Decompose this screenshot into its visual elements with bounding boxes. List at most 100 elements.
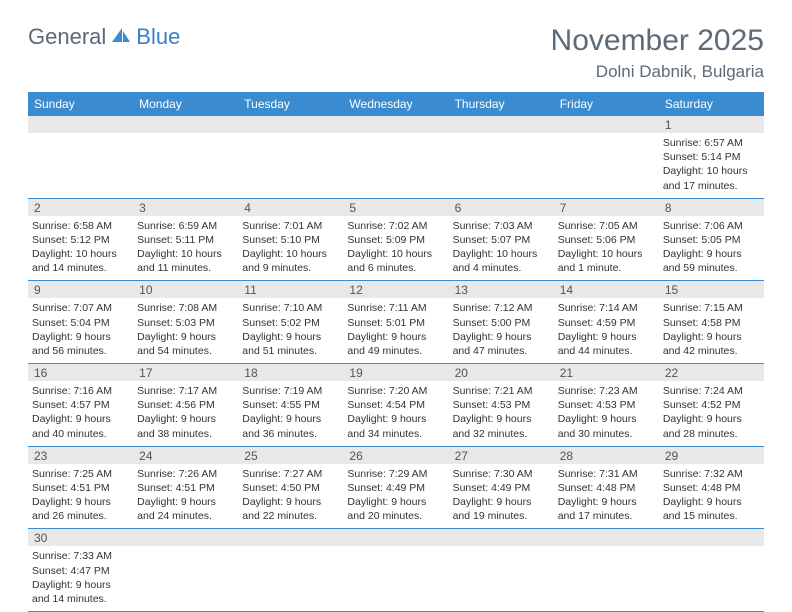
- day-cell-line-sunrise: Sunrise: 7:17 AM: [137, 384, 234, 398]
- day-cell-line-sunrise: Sunrise: 7:21 AM: [453, 384, 550, 398]
- day-cell: Sunrise: 7:16 AMSunset: 4:57 PMDaylight:…: [28, 381, 133, 446]
- day-cell-line-day1: Daylight: 10 hours: [453, 247, 550, 261]
- day-number: [449, 116, 554, 133]
- day-cell-line-sunset: Sunset: 4:54 PM: [347, 398, 444, 412]
- day-cell-line-day1: Daylight: 10 hours: [558, 247, 655, 261]
- title-block: November 2025 Dolni Dabnik, Bulgaria: [551, 24, 764, 82]
- day-cell-line-sunset: Sunset: 4:47 PM: [32, 564, 129, 578]
- day-number-row: 23242526272829: [28, 447, 764, 464]
- day-number: [238, 116, 343, 133]
- day-cell: [133, 546, 238, 611]
- day-cell-line-day1: Daylight: 9 hours: [558, 330, 655, 344]
- day-number: 7: [554, 199, 659, 216]
- day-cell-line-day2: and 32 minutes.: [453, 427, 550, 441]
- day-cell: Sunrise: 7:33 AMSunset: 4:47 PMDaylight:…: [28, 546, 133, 611]
- day-cell-line-sunset: Sunset: 5:09 PM: [347, 233, 444, 247]
- day-cell: Sunrise: 7:10 AMSunset: 5:02 PMDaylight:…: [238, 298, 343, 363]
- day-cell: Sunrise: 7:23 AMSunset: 4:53 PMDaylight:…: [554, 381, 659, 446]
- day-number: 12: [343, 281, 448, 298]
- day-cell: [28, 133, 133, 198]
- day-cell: Sunrise: 7:06 AMSunset: 5:05 PMDaylight:…: [659, 216, 764, 281]
- day-number: 4: [238, 199, 343, 216]
- day-cell-line-sunset: Sunset: 4:49 PM: [453, 481, 550, 495]
- page-header: General Blue November 2025 Dolni Dabnik,…: [28, 24, 764, 82]
- day-cell-line-day1: Daylight: 10 hours: [242, 247, 339, 261]
- day-cell-line-day2: and 51 minutes.: [242, 344, 339, 358]
- day-cell-line-sunset: Sunset: 4:51 PM: [32, 481, 129, 495]
- day-header: Sunday: [28, 92, 133, 116]
- day-cell-line-sunset: Sunset: 4:51 PM: [137, 481, 234, 495]
- day-cell: [343, 133, 448, 198]
- day-cell: Sunrise: 7:20 AMSunset: 4:54 PMDaylight:…: [343, 381, 448, 446]
- day-cell-line-day2: and 22 minutes.: [242, 509, 339, 523]
- day-cell-line-sunset: Sunset: 5:00 PM: [453, 316, 550, 330]
- day-cell-line-sunrise: Sunrise: 7:16 AM: [32, 384, 129, 398]
- day-cell: Sunrise: 6:57 AMSunset: 5:14 PMDaylight:…: [659, 133, 764, 198]
- day-cell-line-day2: and 47 minutes.: [453, 344, 550, 358]
- day-number: 18: [238, 364, 343, 381]
- day-cell-line-sunset: Sunset: 5:03 PM: [137, 316, 234, 330]
- day-cell-line-sunrise: Sunrise: 7:05 AM: [558, 219, 655, 233]
- day-cell-line-sunset: Sunset: 5:05 PM: [663, 233, 760, 247]
- day-number: 26: [343, 447, 448, 464]
- week-row: Sunrise: 6:57 AMSunset: 5:14 PMDaylight:…: [28, 133, 764, 199]
- day-number: 13: [449, 281, 554, 298]
- day-number: 24: [133, 447, 238, 464]
- day-cell: Sunrise: 7:07 AMSunset: 5:04 PMDaylight:…: [28, 298, 133, 363]
- day-cell-line-day2: and 24 minutes.: [137, 509, 234, 523]
- day-cell-line-sunset: Sunset: 4:53 PM: [453, 398, 550, 412]
- day-cell-line-day1: Daylight: 9 hours: [347, 495, 444, 509]
- day-cell-line-day1: Daylight: 10 hours: [663, 164, 760, 178]
- day-number-row: 16171819202122: [28, 364, 764, 381]
- day-cell-line-day1: Daylight: 9 hours: [663, 495, 760, 509]
- week-row: Sunrise: 7:16 AMSunset: 4:57 PMDaylight:…: [28, 381, 764, 447]
- day-cell-line-day2: and 44 minutes.: [558, 344, 655, 358]
- day-cell: Sunrise: 7:14 AMSunset: 4:59 PMDaylight:…: [554, 298, 659, 363]
- day-cell-line-day2: and 26 minutes.: [32, 509, 129, 523]
- day-cell-line-sunset: Sunset: 4:49 PM: [347, 481, 444, 495]
- day-number: 21: [554, 364, 659, 381]
- day-header: Thursday: [449, 92, 554, 116]
- day-cell-line-sunset: Sunset: 5:02 PM: [242, 316, 339, 330]
- day-number: 8: [659, 199, 764, 216]
- day-cell-line-sunset: Sunset: 5:04 PM: [32, 316, 129, 330]
- day-cell-line-day2: and 40 minutes.: [32, 427, 129, 441]
- day-cell-line-sunset: Sunset: 5:12 PM: [32, 233, 129, 247]
- day-cell: Sunrise: 7:24 AMSunset: 4:52 PMDaylight:…: [659, 381, 764, 446]
- day-number: 23: [28, 447, 133, 464]
- day-cell: Sunrise: 7:05 AMSunset: 5:06 PMDaylight:…: [554, 216, 659, 281]
- day-cell-line-sunset: Sunset: 4:56 PM: [137, 398, 234, 412]
- day-cell-line-day1: Daylight: 9 hours: [453, 495, 550, 509]
- day-cell-line-sunrise: Sunrise: 7:12 AM: [453, 301, 550, 315]
- day-cell-line-sunset: Sunset: 4:52 PM: [663, 398, 760, 412]
- day-cell-line-day1: Daylight: 9 hours: [663, 330, 760, 344]
- day-cell-line-day2: and 38 minutes.: [137, 427, 234, 441]
- location-text: Dolni Dabnik, Bulgaria: [551, 62, 764, 82]
- day-cell-line-day2: and 17 minutes.: [663, 179, 760, 193]
- day-cell: [449, 546, 554, 611]
- day-cell-line-day2: and 28 minutes.: [663, 427, 760, 441]
- day-cell-line-day1: Daylight: 9 hours: [558, 495, 655, 509]
- day-number-row: 1: [28, 116, 764, 133]
- day-cell-line-sunrise: Sunrise: 7:10 AM: [242, 301, 339, 315]
- day-number: [28, 116, 133, 133]
- day-cell-line-sunset: Sunset: 4:58 PM: [663, 316, 760, 330]
- day-cell-line-sunrise: Sunrise: 7:30 AM: [453, 467, 550, 481]
- day-header: Saturday: [659, 92, 764, 116]
- sail-icon: [110, 24, 132, 50]
- day-cell: Sunrise: 7:17 AMSunset: 4:56 PMDaylight:…: [133, 381, 238, 446]
- week-row: Sunrise: 6:58 AMSunset: 5:12 PMDaylight:…: [28, 216, 764, 282]
- day-cell-line-sunset: Sunset: 4:48 PM: [663, 481, 760, 495]
- day-cell: Sunrise: 7:15 AMSunset: 4:58 PMDaylight:…: [659, 298, 764, 363]
- day-cell-line-sunrise: Sunrise: 7:03 AM: [453, 219, 550, 233]
- day-cell: Sunrise: 7:21 AMSunset: 4:53 PMDaylight:…: [449, 381, 554, 446]
- day-cell-line-day2: and 30 minutes.: [558, 427, 655, 441]
- day-cell: Sunrise: 7:29 AMSunset: 4:49 PMDaylight:…: [343, 464, 448, 529]
- day-number: 19: [343, 364, 448, 381]
- day-cell: Sunrise: 7:08 AMSunset: 5:03 PMDaylight:…: [133, 298, 238, 363]
- day-cell-line-sunrise: Sunrise: 7:14 AM: [558, 301, 655, 315]
- day-cell-line-day2: and 19 minutes.: [453, 509, 550, 523]
- day-cell-line-sunset: Sunset: 4:53 PM: [558, 398, 655, 412]
- day-cell-line-sunset: Sunset: 5:01 PM: [347, 316, 444, 330]
- day-cell-line-day1: Daylight: 9 hours: [453, 412, 550, 426]
